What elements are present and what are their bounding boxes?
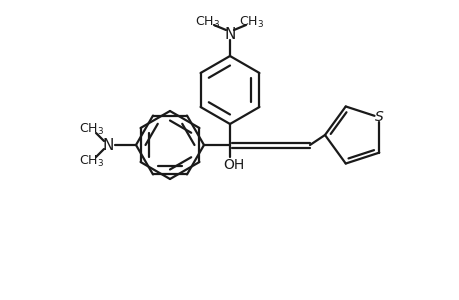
Text: OH: OH <box>223 158 244 172</box>
Text: CH$_3$: CH$_3$ <box>195 14 220 30</box>
Text: CH$_3$: CH$_3$ <box>79 122 104 136</box>
Text: CH$_3$: CH$_3$ <box>239 14 264 30</box>
Text: S: S <box>374 110 383 124</box>
Text: CH$_3$: CH$_3$ <box>79 154 104 169</box>
Text: N: N <box>102 137 113 152</box>
Text: N: N <box>224 26 235 41</box>
